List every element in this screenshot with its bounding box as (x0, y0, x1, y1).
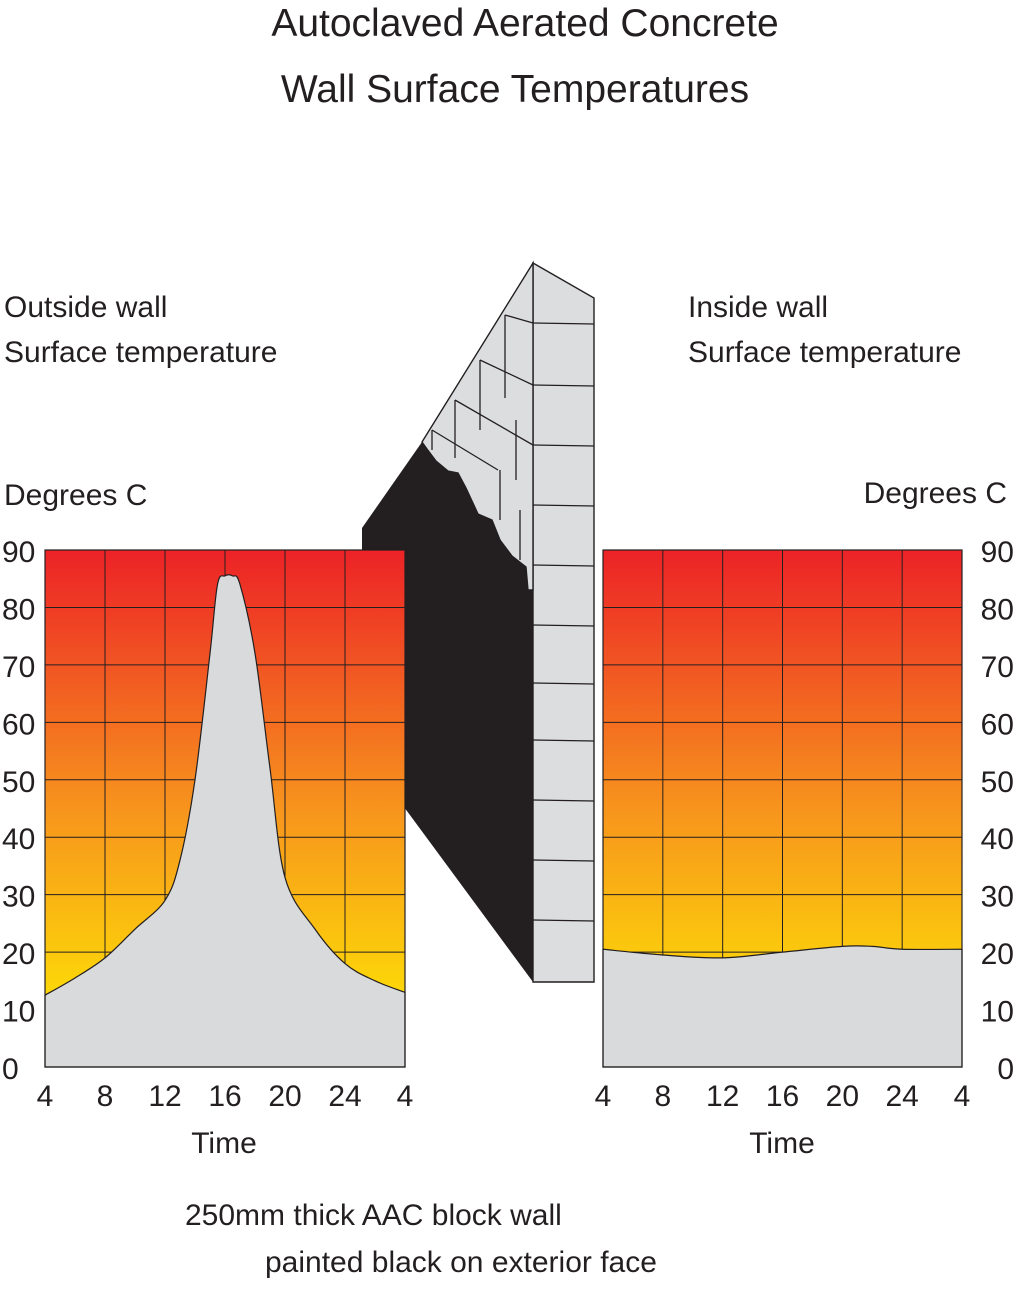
title-line-1: Autoclaved Aerated Concrete (271, 2, 778, 45)
block-joint (532, 504, 595, 507)
x-tick-label: 20 (268, 1080, 301, 1113)
outside-chart-y-ticks: 0 10 20 30 40 50 60 70 80 90 (2, 536, 35, 1086)
caption-line-2: painted black on exterior face (265, 1246, 657, 1279)
chart-border (44, 549, 406, 1068)
x-tick-label: 4 (37, 1080, 54, 1113)
block-joint (479, 359, 534, 386)
y-tick-label: 20 (981, 938, 1014, 971)
y-tick-label: 0 (2, 1053, 19, 1086)
caption-line-1: 250mm thick AAC block wall (185, 1199, 562, 1232)
wall-block-joints (431, 314, 595, 922)
x-tick-label: 8 (97, 1080, 114, 1113)
block-joint (532, 624, 595, 627)
x-tick-label: 12 (706, 1080, 739, 1113)
x-tick-label: 12 (148, 1080, 181, 1113)
outside-wall-chart: 0 10 20 30 40 50 60 70 80 90 4 8 12 16 20 24 4 (2, 536, 413, 1113)
y-tick-label: 10 (2, 996, 35, 1029)
y-tick-label: 60 (2, 708, 35, 741)
y-tick-label: 90 (2, 536, 35, 569)
left-x-axis-label: Time (191, 1127, 257, 1160)
outside-surface-temp-heading: Surface temperature (4, 336, 277, 369)
inside-wall-chart: 0 10 20 30 40 50 60 70 80 90 4 8 12 16 20 24 4 (595, 536, 1014, 1113)
block-joint (532, 919, 595, 922)
block-joint (532, 322, 595, 325)
right-y-axis-label: Degrees C (864, 477, 1007, 510)
block-joint (532, 739, 595, 742)
right-x-axis-label: Time (749, 1127, 815, 1160)
left-y-axis-label: Degrees C (4, 479, 147, 512)
y-tick-label: 40 (2, 823, 35, 856)
block-joint (454, 399, 534, 446)
y-tick-label: 60 (981, 708, 1014, 741)
x-tick-label: 16 (766, 1080, 799, 1113)
y-tick-label: 20 (2, 938, 35, 971)
inside-chart-x-ticks: 4 8 12 16 20 24 4 (595, 1080, 971, 1113)
outside-chart-x-ticks: 4 8 12 16 20 24 4 (37, 1080, 414, 1113)
x-tick-label: 4 (397, 1080, 414, 1113)
y-tick-label: 70 (2, 651, 35, 684)
wall-block-end-face (532, 261, 595, 983)
y-tick-label: 40 (981, 823, 1014, 856)
y-tick-label: 30 (981, 881, 1014, 914)
block-joint (532, 444, 595, 447)
inside-temperature-area (602, 945, 963, 1068)
block-joint (431, 429, 499, 471)
block-joint (532, 799, 595, 802)
block-joint (532, 384, 595, 387)
outside-wall-heading: Outside wall (4, 291, 167, 324)
x-tick-label: 4 (954, 1080, 971, 1113)
block-joint (532, 859, 595, 862)
x-tick-label: 4 (595, 1080, 612, 1113)
y-tick-label: 70 (981, 651, 1014, 684)
x-tick-label: 8 (654, 1080, 671, 1113)
block-joint (504, 314, 534, 324)
inside-wall-heading: Inside wall (688, 291, 828, 324)
y-tick-label: 80 (2, 593, 35, 626)
block-joint (532, 564, 595, 567)
y-tick-label: 10 (981, 996, 1014, 1029)
y-tick-label: 90 (981, 536, 1014, 569)
x-tick-label: 20 (826, 1080, 859, 1113)
chart-border (602, 549, 963, 1068)
x-tick-label: 24 (885, 1080, 918, 1113)
y-tick-label: 30 (2, 881, 35, 914)
y-tick-label: 0 (997, 1053, 1014, 1086)
block-joint (532, 682, 595, 685)
inside-surface-temp-heading: Surface temperature (688, 336, 961, 369)
title-line-2: Wall Surface Temperatures (281, 68, 749, 111)
x-tick-label: 24 (328, 1080, 361, 1113)
inside-chart-y-ticks: 0 10 20 30 40 50 60 70 80 90 (981, 536, 1014, 1086)
x-tick-label: 16 (208, 1080, 241, 1113)
outside-temperature-area (44, 574, 406, 1068)
y-tick-label: 80 (981, 593, 1014, 626)
y-tick-label: 50 (2, 766, 35, 799)
y-tick-label: 50 (981, 766, 1014, 799)
